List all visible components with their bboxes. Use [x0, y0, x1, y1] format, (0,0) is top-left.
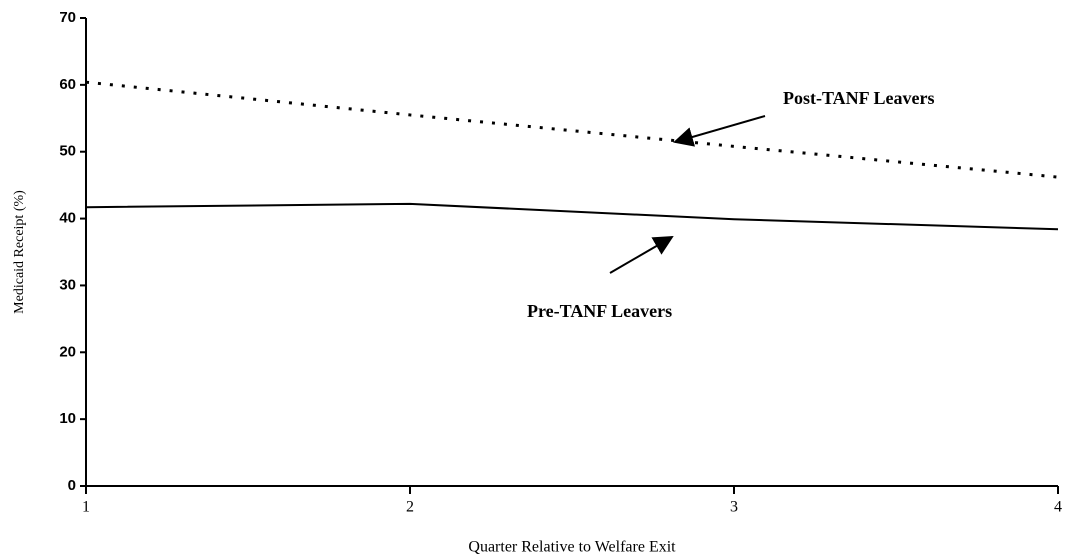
arrow [673, 115, 766, 147]
series-annotation: Post-TANF Leavers [783, 88, 934, 108]
y-tick-label: 0 [68, 477, 76, 494]
x-tick-label: 4 [1054, 499, 1062, 516]
y-tick-label: 10 [59, 410, 76, 427]
y-tick-label: 50 [59, 143, 76, 160]
x-tick-label: 1 [82, 499, 90, 516]
x-tick-label: 2 [406, 499, 414, 516]
y-axis-label: Medicaid Receipt (%) [12, 190, 27, 314]
y-tick-label: 40 [59, 210, 76, 227]
y-tick-label: 20 [59, 343, 76, 360]
series-line [85, 202, 1059, 231]
arrow [609, 235, 674, 274]
y-tick-label: 70 [59, 9, 76, 26]
x-tick-label: 3 [730, 499, 738, 516]
series-annotation: Pre-TANF Leavers [527, 301, 672, 321]
y-tick-label: 30 [59, 276, 76, 293]
x-axis-label: Quarter Relative to Welfare Exit [468, 539, 676, 556]
y-tick-label: 60 [59, 76, 76, 93]
